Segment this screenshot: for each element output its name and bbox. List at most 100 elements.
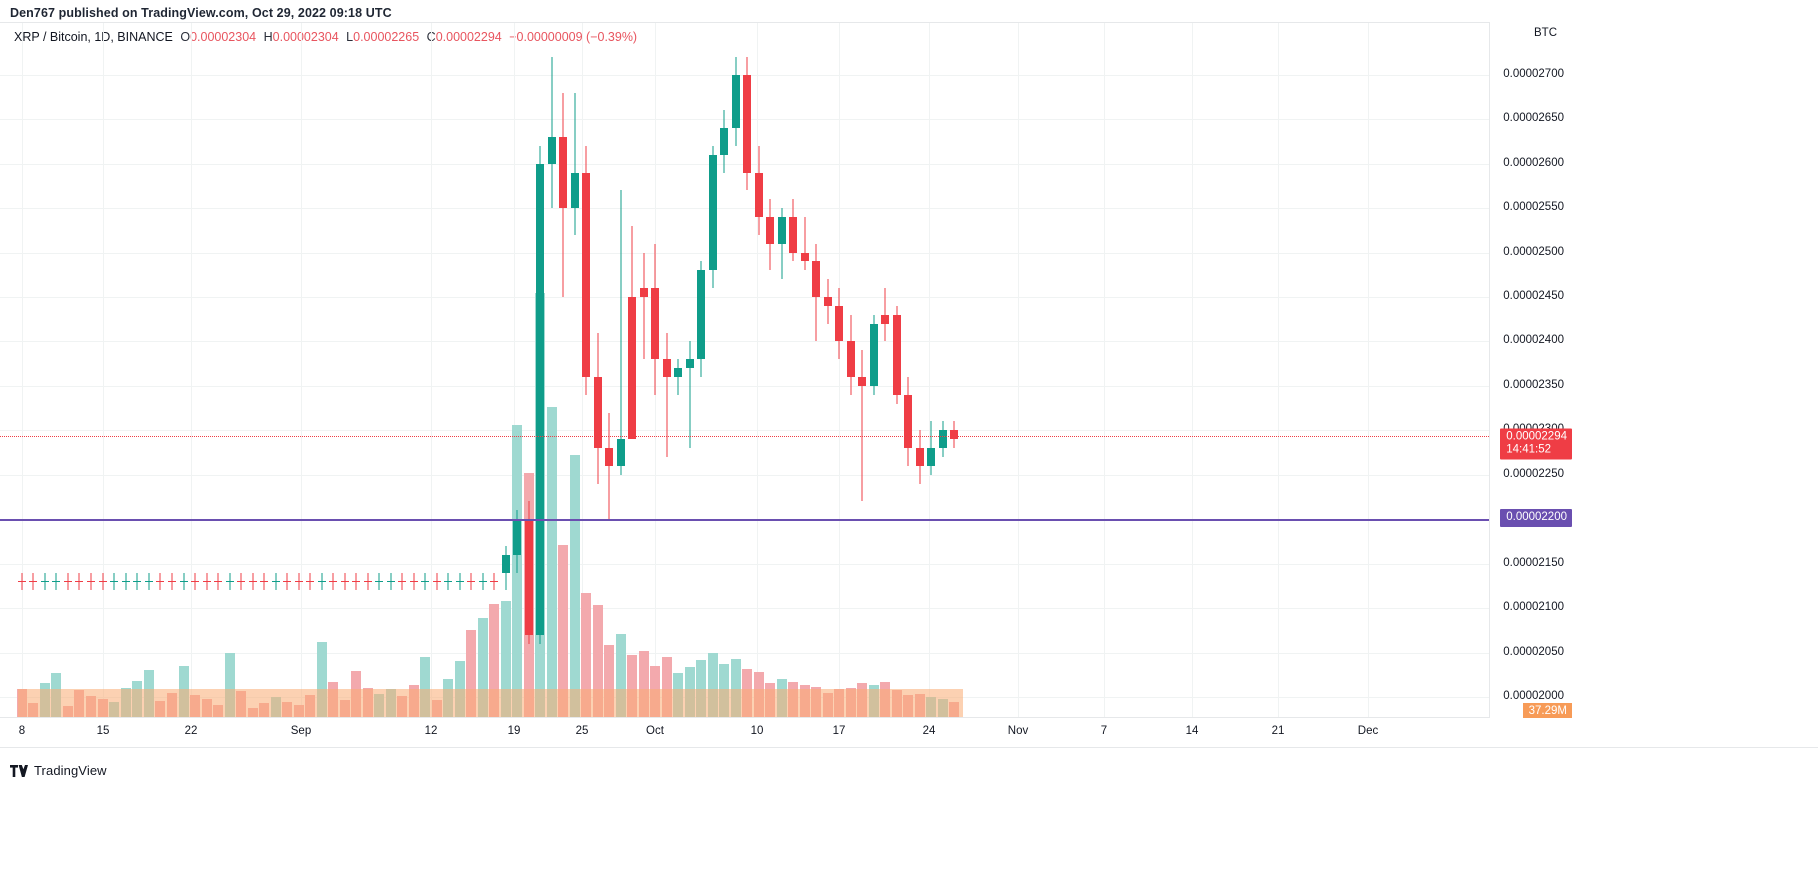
candlestick-body — [858, 376, 866, 386]
candlestick — [456, 572, 464, 591]
candlestick-body — [375, 581, 383, 583]
candlestick-body — [904, 394, 912, 449]
volume-bar — [604, 644, 614, 717]
candlestick-body — [755, 172, 763, 217]
candlestick — [421, 572, 429, 591]
candlestick — [52, 572, 60, 591]
plot-area[interactable] — [0, 23, 1489, 717]
time-axis-tick: 14 — [1185, 725, 1199, 737]
time-axis-tick: Oct — [646, 725, 664, 737]
candlestick — [352, 572, 360, 591]
candlestick-body — [571, 172, 579, 209]
candlestick-body — [617, 439, 625, 466]
candlestick-body — [847, 341, 855, 377]
candlestick — [318, 572, 326, 591]
legend-low-value: 0.00002265 — [353, 30, 420, 44]
candlestick — [605, 412, 613, 520]
gridline-vertical — [1192, 23, 1193, 717]
candlestick-body — [387, 581, 395, 583]
price-axis-tick: 0.00002350 — [1503, 378, 1564, 391]
legend-open-value: 0.00002304 — [190, 30, 257, 44]
volume-bar — [558, 545, 568, 717]
candlestick-body — [75, 581, 83, 583]
candlestick — [847, 314, 855, 395]
candlestick-body — [651, 288, 659, 360]
gridline-vertical — [1368, 23, 1369, 717]
candlestick-body — [398, 581, 406, 583]
legend-open: O0.00002304 — [180, 30, 257, 44]
legend-low: L0.00002265 — [346, 30, 420, 44]
gridline-horizontal — [0, 208, 1489, 210]
candlestick — [249, 572, 257, 591]
candlestick-body — [133, 581, 141, 583]
last-price-badge[interactable]: 0.00002294 14:41:52 — [1500, 428, 1572, 460]
candlestick-wick — [861, 350, 863, 502]
candlestick — [18, 572, 26, 591]
candlestick-body — [686, 359, 694, 369]
time-axis-tick: 7 — [1100, 725, 1108, 737]
candlestick — [203, 572, 211, 591]
candlestick — [801, 217, 809, 271]
candlestick-body — [41, 581, 49, 583]
price-axis-tick: 0.00002600 — [1503, 156, 1564, 169]
candlestick-body — [283, 581, 291, 583]
candlestick-body — [64, 581, 72, 583]
candlestick-body — [341, 581, 349, 583]
tradingview-wordmark: TradingView — [34, 763, 107, 778]
candlestick-body — [697, 270, 705, 360]
candlestick — [571, 92, 579, 235]
price-axis[interactable]: BTC 0.00002700 0.00002650 0.00002600 0.0000… — [1489, 22, 1818, 743]
volume-bar — [708, 653, 718, 717]
last-price-line[interactable] — [0, 435, 1489, 437]
candlestick — [858, 350, 866, 502]
candlestick-body — [766, 216, 774, 244]
candlestick — [410, 572, 418, 591]
candlestick-body — [674, 368, 682, 377]
candlestick — [237, 572, 245, 591]
candlestick-body — [525, 519, 533, 635]
time-axis-tick: Nov — [1007, 725, 1029, 737]
candlestick-body — [950, 430, 958, 440]
candlestick — [467, 572, 475, 591]
candlestick — [364, 572, 372, 591]
time-axis-tick: 21 — [1271, 725, 1285, 737]
candlestick — [720, 110, 728, 173]
candlestick-body — [778, 216, 786, 244]
gridline-vertical — [431, 23, 432, 717]
price-axis-tick: 0.00002000 — [1503, 690, 1564, 702]
chart-legend: XRP / Bitcoin, 1D, BINANCE O0.00002304 H… — [14, 30, 637, 44]
candlestick-body — [352, 581, 360, 583]
candlestick-body — [502, 554, 510, 573]
candlestick-body — [559, 136, 567, 209]
price-axis-tick: 0.00002450 — [1503, 290, 1564, 302]
candlestick-wick — [574, 92, 576, 235]
time-axis-tick: 25 — [575, 725, 589, 737]
candlestick — [743, 57, 751, 191]
volume-ma-badge[interactable]: 37.29M — [1522, 703, 1572, 721]
candlestick-body — [605, 448, 613, 466]
candlestick — [513, 510, 521, 573]
candlestick — [732, 57, 740, 146]
volume-bar — [489, 603, 499, 717]
level-price-badge[interactable]: 0.00002200 — [1500, 509, 1572, 528]
candlestick-wick — [643, 252, 645, 360]
publish-credit: Den767 published on TradingView.com, Oct… — [10, 6, 392, 20]
time-axis-tick: 22 — [184, 725, 198, 737]
price-axis-tick: 0.00002400 — [1503, 334, 1564, 347]
horizontal-level-line[interactable] — [0, 519, 1489, 522]
candlestick-body — [329, 581, 337, 583]
price-pane[interactable] — [0, 22, 1818, 718]
candlestick — [812, 243, 820, 342]
candlestick — [709, 145, 717, 289]
gridline-vertical — [839, 23, 840, 717]
candlestick — [559, 92, 567, 297]
candlestick — [398, 572, 406, 591]
candlestick — [387, 572, 395, 591]
candlestick — [536, 145, 544, 644]
candlestick-body — [628, 296, 636, 440]
time-axis[interactable]: 8 15 22 Sep 12 19 25 Oct 10 17 24 Nov 7 14 21 Dec — [0, 718, 1818, 748]
candlestick — [110, 572, 118, 591]
candlestick-body — [536, 163, 544, 635]
candlestick-wick — [666, 332, 668, 457]
candlestick-body — [214, 581, 222, 583]
